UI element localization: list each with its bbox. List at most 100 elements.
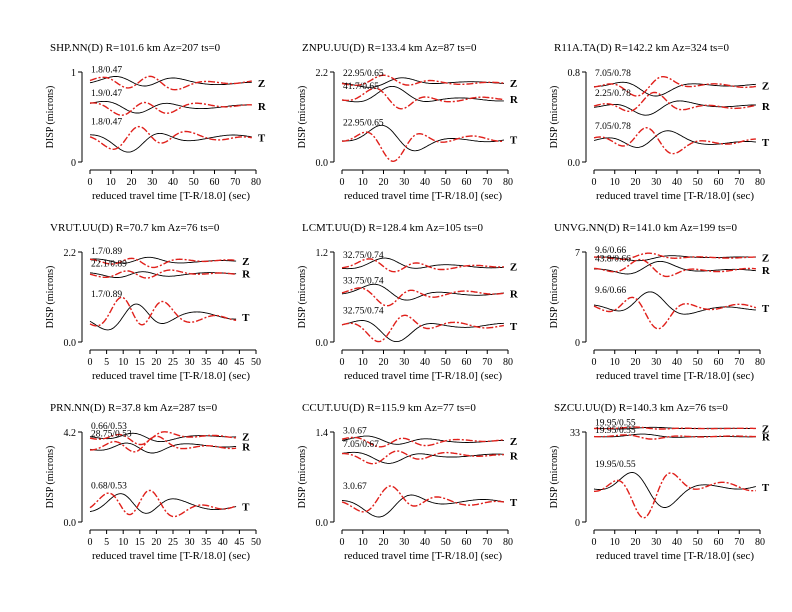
trace-annotation: 0.66/0.53 [91, 422, 127, 432]
x-tick-label: 70 [734, 177, 744, 188]
x-tick-label: 50 [693, 177, 703, 188]
trace-T: 3.0.67 T [341, 482, 518, 518]
y-tick-label: 1.4 [316, 428, 329, 439]
trace-annotation: 41.7/0.65 [343, 82, 379, 92]
component-label: R [762, 265, 771, 277]
trace-Z: 1.8/0.47 Z [89, 66, 265, 91]
synthetic-trace [341, 485, 505, 513]
x-tick-label: 80 [251, 177, 261, 188]
x-tick-label: 50 [189, 177, 199, 188]
y-tick-label: 33 [570, 428, 580, 439]
component-label: Z [762, 252, 769, 264]
y-axis-label: DISP (microns) [549, 86, 560, 149]
synthetic-trace [341, 258, 504, 273]
y-tick-label: 1 [71, 68, 76, 79]
y-tick-label: 0 [575, 338, 580, 349]
synthetic-trace [342, 131, 504, 163]
observed-trace [89, 432, 237, 443]
x-tick-label: 20 [127, 177, 137, 188]
component-label: T [258, 133, 266, 145]
y-axis-label: DISP (microns) [45, 446, 56, 509]
x-tick-label: 70 [482, 537, 492, 548]
x-tick-label: 10 [106, 177, 116, 188]
trace-T: 1.7/0.89 T [89, 290, 250, 331]
component-label: R [242, 441, 251, 453]
component-label: Z [242, 432, 249, 444]
x-tick-label: 30 [185, 537, 195, 548]
trace-annotation: 2.25/0.78 [595, 89, 631, 99]
y-tick-label: 4.2 [64, 428, 77, 439]
y-axis-label: DISP (microns) [45, 86, 56, 149]
trace-annotation: 7.05/0.78 [595, 122, 631, 132]
component-label: Z [510, 261, 517, 273]
panel-6: UNVG.NN(D) R=141.0 km Az=199 ts=070DISP … [549, 222, 771, 382]
observed-trace [89, 76, 252, 87]
x-tick-label: 50 [441, 357, 451, 368]
y-axis-label: DISP (microns) [45, 266, 56, 329]
synthetic-trace [89, 435, 237, 453]
synthetic-trace [593, 426, 756, 430]
synthetic-trace [341, 314, 505, 343]
x-tick-label: 15 [135, 357, 145, 368]
panel-title: SHP.NN(D) R=101.6 km Az=207 ts=0 [50, 42, 221, 54]
x-tick-label: 70 [482, 177, 492, 188]
panel-5: LCMT.UU(D) R=128.4 km Az=105 ts=0 1.2 0.0 D… [297, 222, 519, 382]
observed-trace [89, 271, 237, 278]
synthetic-trace [89, 257, 237, 269]
synthetic-trace [89, 125, 252, 151]
trace-T: 9.6/0.66 T [593, 286, 770, 330]
x-tick-label: 10 [610, 537, 620, 548]
trace-T: 0.68/0.53 T [89, 482, 250, 518]
trace-annotation: 1.7/0.89 [91, 290, 122, 300]
x-tick-label: 60 [462, 537, 472, 548]
trace-annotation: 9.6/0.66 [595, 246, 626, 256]
x-tick-label: 80 [503, 537, 513, 548]
x-tick-label: 5 [104, 537, 109, 548]
synthetic-trace [593, 434, 756, 440]
x-tick-label: 40 [420, 357, 430, 368]
x-axis-label: reduced travel time [T-R/18.0] (sec) [92, 370, 250, 382]
x-tick-label: 60 [462, 357, 472, 368]
x-tick-label: 0 [340, 357, 345, 368]
synthetic-trace [593, 126, 756, 155]
synthetic-trace [593, 91, 756, 113]
synthetic-trace [594, 252, 756, 260]
x-tick-label: 10 [118, 537, 128, 548]
observed-trace [341, 85, 504, 103]
observed-trace [341, 451, 504, 464]
observed-trace [593, 130, 756, 148]
observed-trace [341, 257, 504, 270]
trace-R: 43.8/0.66 R [593, 255, 771, 278]
trace-R: 1.9/0.47 R [89, 89, 267, 116]
synthetic-trace [593, 258, 756, 278]
trace-Z: 22.95/0.65 Z [341, 69, 517, 90]
x-tick-label: 30 [185, 357, 195, 368]
trace-Z: 1.7/0.89 Z [89, 247, 249, 269]
x-tick-label: 35 [201, 537, 211, 548]
panel-title: SZCU.UU(D) R=140.3 km Az=76 ts=0 [554, 402, 728, 414]
panel-3: R11A.TA(D) R=142.2 km Az=324 ts=0 0.8 0.0 D… [549, 42, 771, 202]
trace-annotation: 19.95/0.55 [595, 460, 636, 470]
trace-annotation: 0.68/0.53 [91, 482, 127, 492]
x-tick-label: 20 [379, 537, 389, 548]
panel-1: SHP.NN(D) R=101.6 km Az=207 ts=0 10 DISP (… [45, 42, 267, 202]
synthetic-trace [341, 287, 504, 307]
trace-annotation: 22.95/0.65 [343, 118, 384, 128]
y-tick-label: 0.0 [64, 338, 77, 349]
panel-4: VRUT.UU(D) R=70.7 km Az=76 ts=0 2.2 0.0 DIS… [45, 222, 261, 382]
x-tick-label: 70 [734, 357, 744, 368]
x-tick-label: 40 [420, 177, 430, 188]
x-tick-label: 50 [251, 357, 261, 368]
x-axis-label: reduced travel time [T-R/18.0] (sec) [344, 190, 502, 202]
component-label: R [510, 450, 519, 462]
panel-title: PRN.NN(D) R=37.8 km Az=287 ts=0 [50, 402, 218, 414]
x-tick-label: 40 [168, 177, 178, 188]
trace-R: 2.25/0.78 R [593, 89, 771, 116]
y-tick-label: 0 [575, 518, 580, 529]
x-tick-label: 60 [462, 177, 472, 188]
synthetic-trace [593, 296, 757, 330]
component-label: R [510, 94, 519, 106]
trace-Z: 32.75/0.74 Z [341, 251, 517, 273]
synthetic-trace [341, 436, 504, 448]
x-tick-label: 0 [88, 537, 93, 548]
